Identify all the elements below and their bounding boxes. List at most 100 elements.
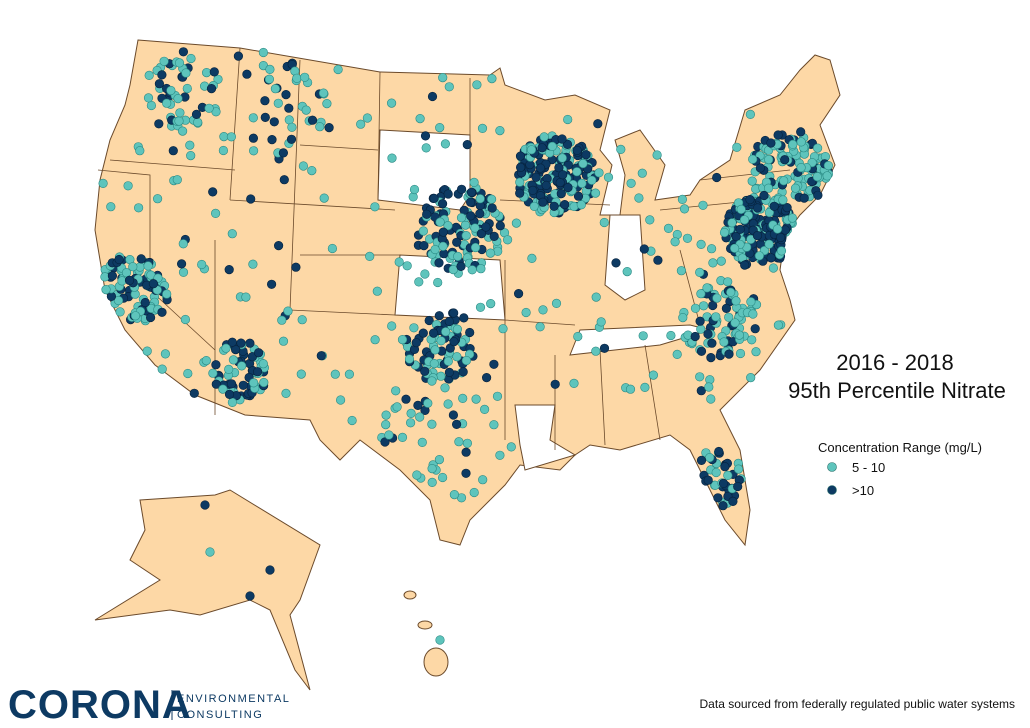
logo-name: CORONA xyxy=(8,683,192,727)
sample-point xyxy=(482,373,492,383)
sample-point xyxy=(625,384,636,394)
sample-point xyxy=(724,312,734,322)
sample-point xyxy=(284,103,294,113)
sample-point xyxy=(736,204,746,214)
sample-point xyxy=(714,446,724,457)
sample-point xyxy=(748,309,758,319)
legend-marker xyxy=(827,485,837,495)
sample-point xyxy=(168,146,178,156)
sample-point xyxy=(563,182,573,193)
sample-point xyxy=(539,132,549,142)
sample-point xyxy=(733,481,743,492)
sample-point xyxy=(248,133,258,143)
sample-point xyxy=(182,83,192,94)
sample-point xyxy=(435,635,445,645)
sample-point xyxy=(227,397,237,408)
sample-point xyxy=(178,47,188,57)
sample-point xyxy=(720,462,730,472)
sample-point xyxy=(423,398,433,408)
sample-point xyxy=(712,172,722,183)
sample-point xyxy=(253,367,263,377)
sample-point xyxy=(695,316,705,326)
sample-point xyxy=(471,394,481,404)
sample-point xyxy=(260,112,270,122)
sample-point xyxy=(162,98,172,108)
sample-point xyxy=(260,96,270,106)
logo-line: CONSULTING xyxy=(177,709,263,721)
sample-point xyxy=(593,119,603,129)
sample-point xyxy=(698,301,709,311)
sample-point xyxy=(226,379,237,389)
sample-point xyxy=(362,113,373,123)
sample-point xyxy=(740,260,750,270)
sample-point xyxy=(581,150,591,160)
sample-point xyxy=(822,171,832,181)
sample-point xyxy=(764,239,774,249)
sample-point xyxy=(764,207,775,218)
sample-point xyxy=(436,336,446,346)
sample-point xyxy=(476,264,486,274)
sample-point xyxy=(254,348,264,358)
sample-point xyxy=(191,109,202,119)
sample-point xyxy=(731,232,741,242)
sample-point xyxy=(695,267,705,278)
sample-point xyxy=(718,501,728,511)
sample-point xyxy=(489,231,499,241)
sample-point xyxy=(721,303,732,314)
sample-point xyxy=(475,209,485,219)
sample-point xyxy=(177,259,187,269)
sample-point xyxy=(449,490,460,500)
sample-point xyxy=(322,98,332,109)
state-il xyxy=(604,214,646,301)
sample-point xyxy=(461,355,472,366)
sample-point xyxy=(160,349,170,359)
sample-point xyxy=(695,372,705,382)
sample-point xyxy=(246,194,256,204)
sample-point xyxy=(218,384,228,394)
sample-point xyxy=(224,364,234,375)
sample-point xyxy=(277,315,287,325)
sample-point xyxy=(457,184,467,194)
sample-point xyxy=(696,386,706,396)
sample-point xyxy=(380,437,390,447)
sample-point xyxy=(812,143,823,153)
sample-point xyxy=(391,386,401,396)
sample-point xyxy=(281,89,291,100)
sample-point xyxy=(461,468,471,478)
sample-point xyxy=(456,213,467,223)
sample-point xyxy=(208,368,218,378)
sample-point xyxy=(417,437,427,448)
sample-point xyxy=(547,141,557,151)
sample-point xyxy=(224,389,235,400)
sample-point xyxy=(448,410,459,420)
sample-point xyxy=(420,131,431,141)
sample-point xyxy=(587,175,597,185)
sample-point xyxy=(498,324,508,334)
sample-point xyxy=(799,193,809,203)
sample-point xyxy=(594,168,604,178)
sample-point xyxy=(418,328,428,338)
sample-point xyxy=(466,187,477,197)
sample-point xyxy=(470,242,481,253)
sample-point xyxy=(596,317,606,327)
sample-point xyxy=(538,305,548,315)
hawaii-island xyxy=(417,620,433,630)
sample-point xyxy=(211,379,221,389)
sample-point xyxy=(573,191,584,201)
sample-point xyxy=(711,312,721,322)
hawaii-island xyxy=(423,647,449,677)
sample-point xyxy=(492,391,503,401)
sample-point xyxy=(444,367,455,378)
sample-point xyxy=(421,143,431,153)
sample-point xyxy=(211,360,221,370)
sample-point xyxy=(143,261,153,271)
sample-point xyxy=(735,224,745,234)
sample-point xyxy=(549,201,559,211)
sample-point xyxy=(438,472,448,483)
sample-point xyxy=(356,119,366,129)
sample-point xyxy=(238,380,248,390)
sample-point xyxy=(572,145,582,155)
sample-point xyxy=(411,338,421,348)
sample-point xyxy=(515,188,525,198)
sample-point xyxy=(535,163,546,173)
